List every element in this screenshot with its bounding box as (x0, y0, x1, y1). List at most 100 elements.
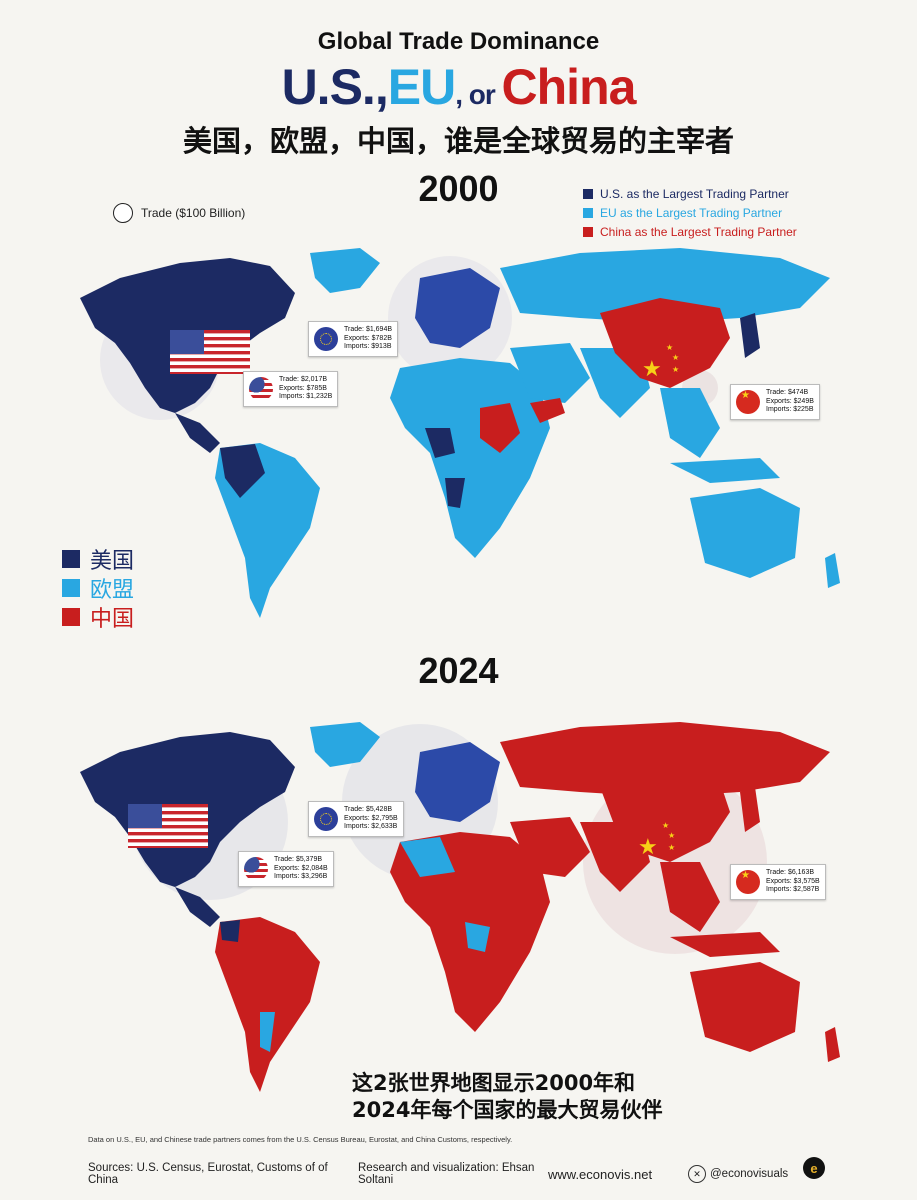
callout-value: $3,296B (301, 873, 328, 880)
footer-social[interactable]: ✕ @econovisuals (688, 1165, 788, 1183)
callout-value: $5,379B (295, 856, 323, 863)
callout-value: $782B (371, 334, 392, 342)
year-label-2024: 2024 (418, 650, 499, 691)
region-japan (740, 313, 760, 358)
callout-label: Trade: (766, 389, 786, 396)
region-yemen-oman (530, 398, 565, 423)
callout-label: Trade: (344, 326, 364, 333)
us-flag-icon (249, 376, 273, 401)
region-new-zealand (825, 1027, 840, 1062)
eu-flag-icon (314, 806, 338, 831)
callout-value: $2,017B (300, 376, 328, 383)
region-africa-eu2 (465, 922, 490, 952)
china-flag-overlay: ★ ★ ★ ★ (638, 821, 675, 860)
region-africa-china (480, 403, 520, 453)
callout-value: $6,163B (787, 869, 815, 876)
china-flag-icon (736, 869, 760, 894)
trade-circle-icon (113, 203, 133, 223)
region-southeast-asia (660, 388, 720, 458)
callout-value: $225B (793, 406, 814, 413)
region-africa-eu (400, 837, 455, 877)
caption-line: 2024年每个国家的最大贸易伙伴 (352, 1098, 663, 1122)
us-flag-overlay (128, 804, 208, 848)
us-flag-overlay (170, 330, 250, 374)
trade-callout-us-2024: Trade: $5,379B Exports: $2,084B Imports:… (238, 851, 334, 887)
callout-value: $2,795B (371, 814, 398, 822)
legend-label: U.S. as the Largest Trading Partner (600, 186, 789, 201)
callout-label: Imports: (344, 823, 370, 830)
region-central-america (175, 887, 220, 927)
legend-swatch-eu (583, 207, 593, 218)
data-note: Data on U.S., EU, and Chinese trade part… (88, 1135, 513, 1144)
footer-research: Research and visualization: Ehsan Soltan… (358, 1162, 535, 1186)
region-middle-east (510, 343, 590, 403)
legend-cn-label: 美国 (90, 548, 135, 574)
world-map-2000: ★ ★ ★ ★ (80, 248, 840, 618)
region-middle-east (510, 817, 590, 877)
svg-text:★: ★ (662, 821, 669, 830)
region-china (600, 298, 730, 388)
legend-label: China as the Largest Trading Partner (600, 224, 797, 239)
callout-value: $1,694B (365, 326, 393, 333)
callout-label: Exports: (344, 814, 370, 822)
region-south-america (215, 917, 320, 1092)
legend-cn-swatch-china (62, 607, 80, 626)
legend-cn-swatch-eu (62, 578, 80, 597)
headline-us: U.S. (281, 59, 376, 115)
legend-cn-item-china: 中国 (62, 602, 135, 632)
trade-key-label: Trade ($100 Billion) (141, 206, 246, 220)
region-australia (690, 962, 800, 1052)
region-south-america-us (220, 444, 265, 498)
svg-text:★: ★ (642, 357, 662, 382)
svg-text:★: ★ (666, 343, 673, 352)
eu-flag-icon (314, 326, 338, 351)
region-russia (500, 248, 830, 323)
callout-label: Imports: (344, 343, 370, 350)
footer-website[interactable]: www.econovis.net (548, 1166, 653, 1182)
region-indonesia (670, 932, 780, 957)
legend-cn-item-eu: 欧盟 (62, 573, 135, 603)
svg-text:★: ★ (672, 365, 679, 374)
callout-value: $474B (787, 389, 809, 396)
callout-value: $2,633B (371, 823, 398, 830)
headline-eu: EU (387, 59, 456, 115)
legend-item-us: U.S. as the Largest Trading Partner (583, 184, 797, 203)
trade-callout-eu-2024: Trade: $5,428B Exports: $2,795B Imports:… (308, 801, 404, 837)
region-greenland (310, 722, 380, 767)
legend-item-eu: EU as the Largest Trading Partner (583, 203, 797, 222)
legend-chinese: 美国 欧盟 中国 (62, 544, 135, 632)
region-china (600, 772, 730, 862)
region-new-zealand (825, 553, 840, 588)
svg-text:★: ★ (672, 353, 679, 362)
caption-line: 这2张世界地图显示2000年和 (352, 1071, 636, 1095)
region-indonesia (670, 458, 780, 483)
legend-cn-label: 欧盟 (90, 577, 135, 603)
caption-chinese: 这2张世界地图显示2000年和 2024年每个国家的最大贸易伙伴 (352, 1070, 662, 1124)
headline-comma: , (374, 59, 389, 115)
world-map-2024: ★ ★ ★ ★ (80, 722, 840, 1092)
legend-label: EU as the Largest Trading Partner (600, 205, 783, 220)
legend-swatch-us (583, 188, 593, 199)
legend-cn-label: 中国 (90, 606, 135, 632)
callout-label: Imports: (279, 393, 305, 400)
legend: U.S. as the Largest Trading Partner EU a… (583, 184, 797, 241)
region-africa-us2 (445, 478, 465, 508)
callout-value: $785B (306, 384, 327, 392)
region-africa-us (425, 428, 455, 458)
headline-china: China (501, 59, 637, 115)
region-southeast-asia (660, 862, 720, 932)
region-central-america (175, 413, 220, 453)
trade-size-key: Trade ($100 Billion) (113, 203, 245, 223)
region-greenland (310, 248, 380, 293)
region-south-america-eu (260, 1012, 275, 1052)
callout-label: Trade: (274, 856, 294, 863)
headline-comma: , (455, 79, 463, 110)
callout-label: Imports: (766, 406, 792, 413)
callout-label: Exports: (766, 397, 792, 405)
callout-label: Exports: (766, 877, 792, 885)
svg-text:★: ★ (668, 831, 675, 840)
footer-sources: Sources: U.S. Census, Eurostat, Customs … (88, 1162, 328, 1186)
callout-value: $5,428B (365, 806, 393, 813)
legend-item-china: China as the Largest Trading Partner (583, 222, 797, 241)
brand-logo-icon: e (803, 1157, 825, 1179)
